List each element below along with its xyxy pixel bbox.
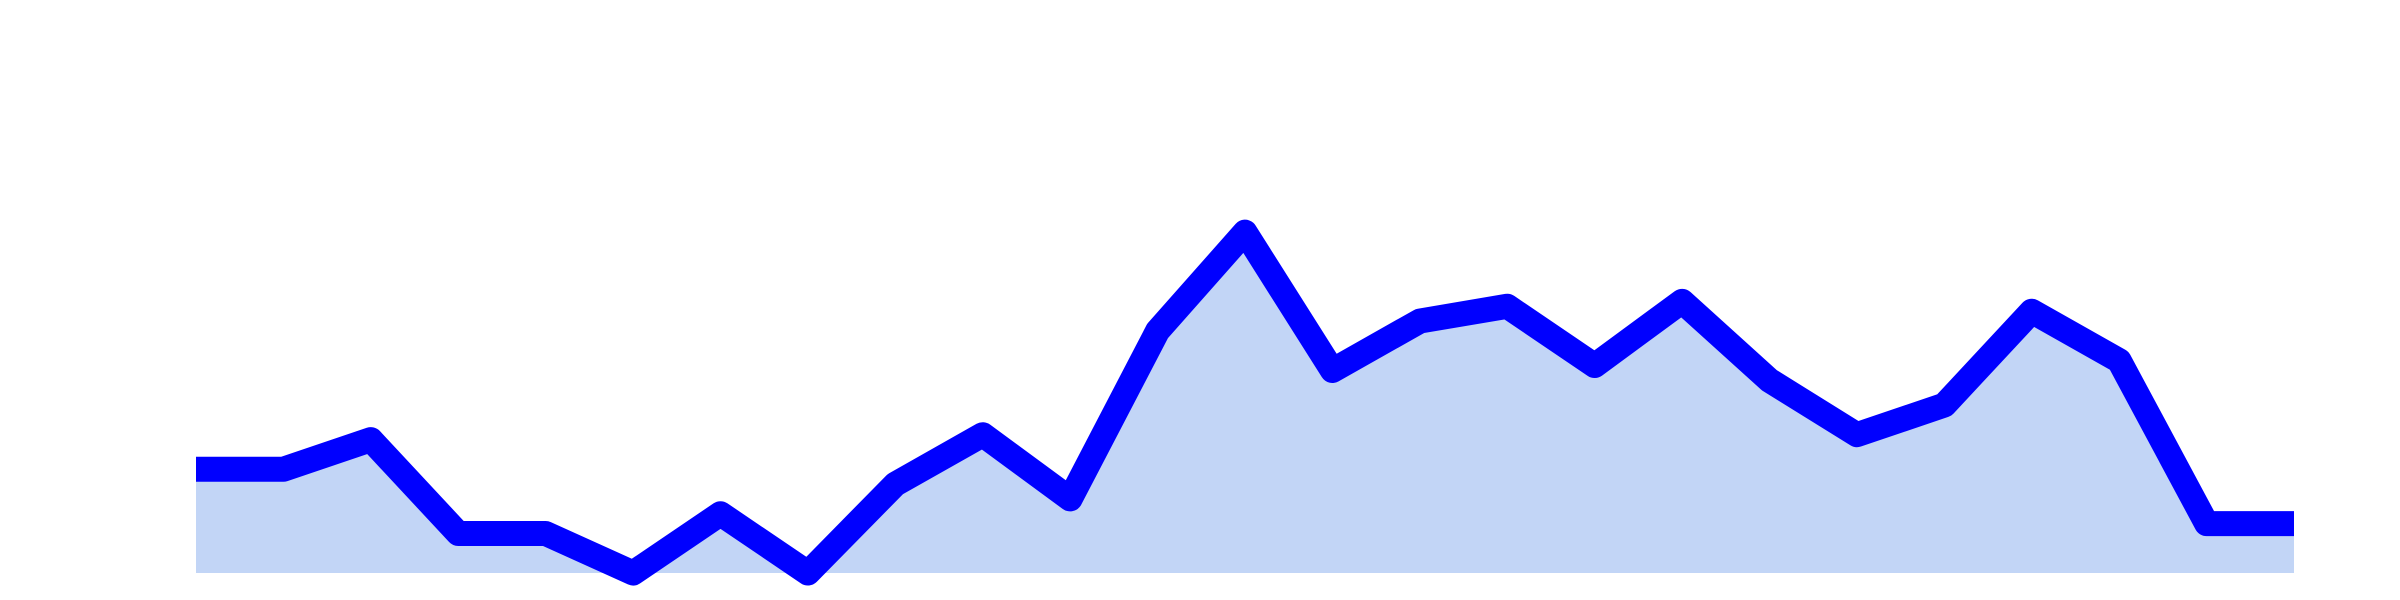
series-area-fill [196, 232, 2294, 573]
plot-area [196, 219, 2294, 586]
series-line [196, 219, 2294, 586]
